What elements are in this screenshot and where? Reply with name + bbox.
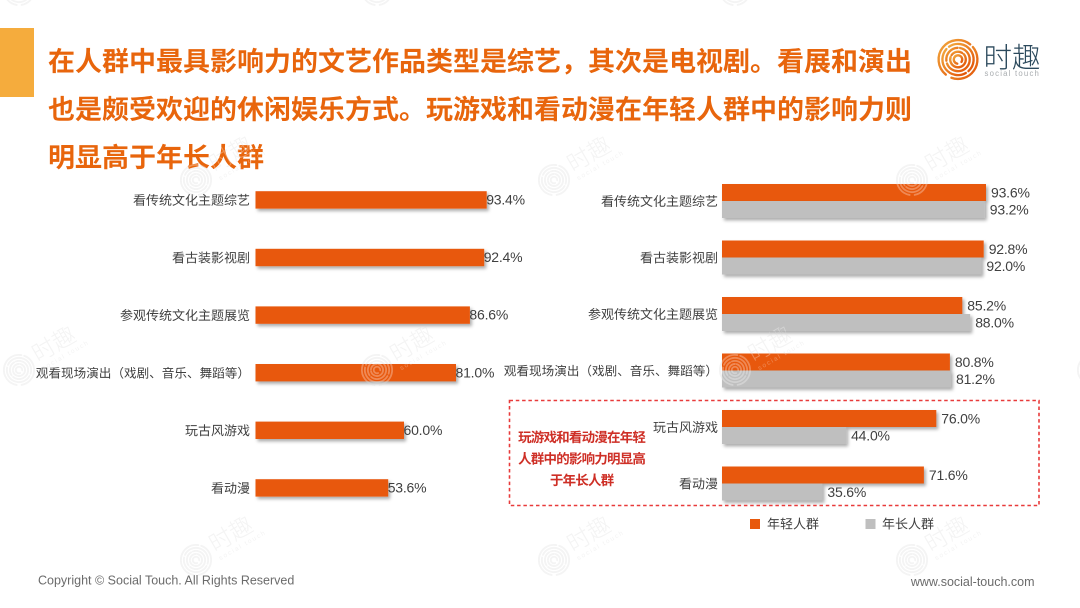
svg-text:80.8%: 80.8% <box>955 354 994 370</box>
svg-text:81.2%: 81.2% <box>956 371 995 387</box>
svg-text:93.6%: 93.6% <box>991 185 1030 201</box>
svg-text:www.social-touch.com: www.social-touch.com <box>910 575 1035 589</box>
svg-text:Copyright © Social Touch. All: Copyright © Social Touch. All Rights Res… <box>38 574 294 588</box>
svg-text:44.0%: 44.0% <box>851 428 890 444</box>
svg-text:60.0%: 60.0% <box>404 422 443 438</box>
svg-text:social touch: social touch <box>985 69 1041 78</box>
svg-text:71.6%: 71.6% <box>929 467 968 483</box>
svg-text:88.0%: 88.0% <box>975 315 1014 331</box>
svg-text:93.4%: 93.4% <box>486 192 525 208</box>
svg-text:76.0%: 76.0% <box>941 411 980 427</box>
svg-text:92.4%: 92.4% <box>484 249 523 265</box>
svg-text:85.2%: 85.2% <box>967 298 1006 314</box>
svg-text:92.8%: 92.8% <box>989 241 1028 257</box>
svg-text:53.6%: 53.6% <box>388 480 427 496</box>
svg-text:35.6%: 35.6% <box>827 484 866 500</box>
svg-text:86.6%: 86.6% <box>469 307 508 323</box>
svg-text:81.0%: 81.0% <box>456 364 495 380</box>
svg-text:92.0%: 92.0% <box>986 258 1025 274</box>
svg-text:93.2%: 93.2% <box>990 202 1029 218</box>
